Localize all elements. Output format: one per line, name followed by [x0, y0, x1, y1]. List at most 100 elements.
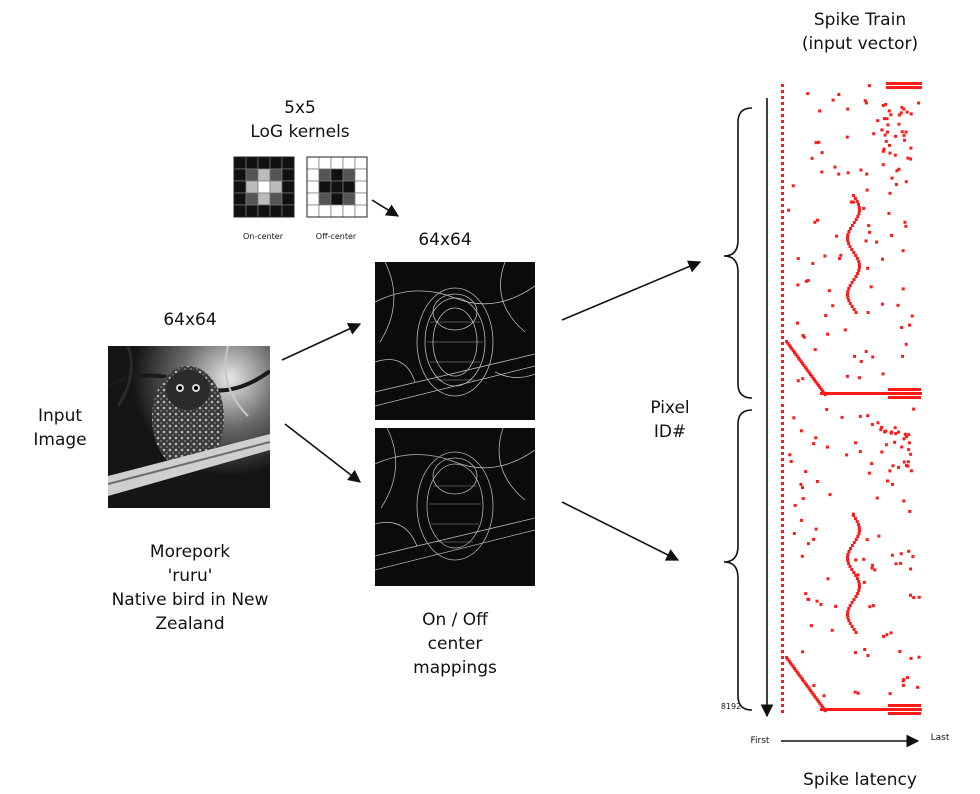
edge-map-on: [375, 262, 535, 407]
spike-point: [846, 290, 850, 293]
spike-point: [849, 200, 853, 204]
spike-point: [909, 388, 912, 391]
spike-point: [803, 365, 807, 369]
spike-point: [909, 146, 913, 150]
spike-point: [918, 704, 921, 707]
spike-point: [900, 130, 904, 134]
arrow-to-on-map: [281, 323, 362, 361]
spike-point: [852, 598, 856, 601]
spike-point: [828, 493, 832, 497]
mappings-caption: On / Off center mappings: [413, 610, 497, 678]
spike-point: [847, 708, 850, 711]
spike-point: [781, 578, 784, 581]
spike-point: [857, 260, 861, 263]
spike-point: [903, 712, 906, 715]
spike-point: [897, 122, 901, 126]
spike-point: [781, 198, 784, 201]
spike-point: [912, 388, 915, 391]
spike-point: [799, 676, 803, 680]
spike-point: [876, 119, 880, 123]
spike-point: [908, 323, 911, 327]
spike-point: [810, 156, 814, 160]
spike-point: [850, 601, 854, 604]
mappings-size-label: 64x64: [418, 230, 472, 250]
spike-point: [888, 191, 892, 195]
spike-point: [854, 311, 858, 314]
spike-point: [850, 224, 854, 227]
spike-point: [881, 104, 885, 107]
spike-point: [862, 580, 866, 584]
spike-point: [811, 376, 815, 380]
spike-point: [850, 625, 854, 628]
spike-point: [901, 392, 904, 395]
spike-point: [813, 694, 816, 698]
spike-point: [854, 538, 858, 541]
spike-point: [799, 482, 803, 486]
spike-point: [781, 428, 784, 431]
spike-point: [906, 460, 910, 464]
spike-point: [781, 156, 784, 159]
spike-point: [781, 114, 784, 117]
spike-point: [912, 596, 916, 600]
spike-point: [883, 708, 886, 711]
spike-point: [781, 126, 784, 129]
spike-point: [781, 312, 784, 315]
spike-point: [864, 350, 868, 353]
spike-point: [850, 305, 854, 308]
spike-point: [817, 700, 820, 703]
spike-point: [806, 279, 810, 282]
spike-point: [872, 132, 876, 136]
spike-point: [900, 396, 903, 399]
spike-point: [910, 392, 913, 395]
spike-point: [781, 264, 784, 267]
spike-point: [796, 257, 800, 260]
spike-point: [781, 336, 784, 339]
spike-point: [885, 117, 889, 121]
spike-point: [850, 248, 854, 251]
spike-point: [781, 342, 784, 345]
spike-point: [897, 712, 900, 715]
spike-point: [903, 138, 906, 142]
spike-point: [813, 378, 816, 382]
spike-point: [886, 86, 889, 89]
spike-point: [835, 708, 838, 711]
spike-point: [854, 558, 858, 562]
spike-point: [837, 93, 841, 96]
spike-point: [897, 396, 900, 399]
spike-point: [781, 318, 784, 321]
spike-point: [810, 374, 814, 378]
spike-point: [902, 107, 906, 111]
spike-point: [855, 577, 859, 580]
spike-point: [811, 692, 815, 696]
on-center-kernel: [233, 156, 295, 218]
spike-point: [913, 86, 916, 89]
spike-point: [781, 710, 784, 713]
spike-point: [781, 252, 784, 255]
spike-point: [781, 120, 784, 123]
spike-point: [781, 378, 784, 381]
spike-point: [897, 704, 900, 707]
spike-point: [847, 299, 851, 302]
spike-point: [781, 692, 784, 695]
spike-point: [781, 96, 784, 99]
spike-point: [905, 435, 908, 439]
spike-point: [857, 212, 861, 215]
spike-point: [845, 374, 849, 378]
spike-point: [873, 568, 877, 572]
spike-point: [835, 234, 839, 238]
spike-point: [813, 220, 817, 224]
spike-point: [785, 656, 788, 659]
spike-point: [814, 696, 818, 700]
spike-point: [846, 553, 850, 556]
spike-point: [804, 279, 808, 283]
spike-point: [781, 270, 784, 273]
spike-point: [855, 257, 859, 260]
spike-point: [916, 708, 919, 711]
spike-point: [781, 282, 784, 285]
spike-point: [807, 687, 811, 691]
spike-point: [871, 604, 875, 608]
